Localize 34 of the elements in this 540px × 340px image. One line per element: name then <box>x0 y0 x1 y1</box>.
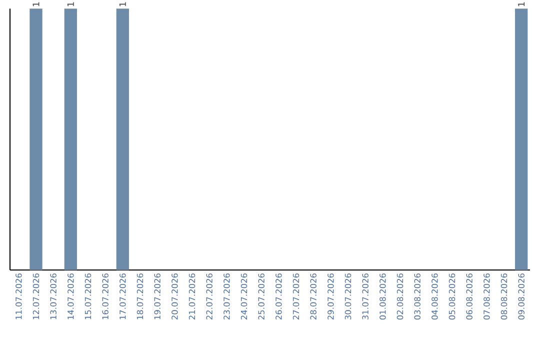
x-tick-label: 20.07.2026 <box>172 273 178 320</box>
x-tick-label: 27.07.2026 <box>292 273 300 320</box>
x-tick-label: 14.07.2026 <box>68 273 74 320</box>
x-tick-label: 26.07.2026 <box>276 273 282 320</box>
x-tick-label: 23.07.2026 <box>224 273 230 320</box>
x-tick-label: 09.08.2026 <box>518 273 524 320</box>
x-tick-label: 21.07.2026 <box>188 273 196 320</box>
x-tick-label: 11.07.2026 <box>16 273 22 320</box>
x-tick-label: 19.07.2026 <box>154 273 160 320</box>
x-tick-label: 25.07.2026 <box>258 273 264 320</box>
x-tick-label: 31.07.2026 <box>362 273 368 320</box>
x-tick-label: 04.08.2026 <box>432 273 438 320</box>
x-tick-label: 12.07.2026 <box>32 273 40 320</box>
x-tick-label: 01.08.2026 <box>380 273 386 320</box>
x-tick-label: 03.08.2026 <box>414 273 420 320</box>
x-tick-label: 30.07.2026 <box>344 273 352 320</box>
x-tick-label: 08.08.2026 <box>500 273 508 320</box>
x-tick-label: 18.07.2026 <box>136 273 144 320</box>
data-label: 1 <box>518 2 525 6</box>
x-tick-label: 15.07.2026 <box>84 273 92 320</box>
data-label: 1 <box>32 2 40 6</box>
x-tick-label: 17.07.2026 <box>120 273 126 320</box>
x-tick-label: 07.08.2026 <box>484 273 490 320</box>
x-tick-label: 05.08.2026 <box>448 273 456 320</box>
data-label: 1 <box>67 2 74 6</box>
data-label: 1 <box>119 2 126 6</box>
x-tick-label: 13.07.2026 <box>50 273 56 320</box>
x-tick-label: 06.08.2026 <box>466 273 472 320</box>
x-tick-label: 29.07.2026 <box>328 273 334 320</box>
x-tick-label: 28.07.2026 <box>310 273 316 320</box>
x-tick-label: 16.07.2026 <box>102 273 108 320</box>
x-tick-label: 24.07.2026 <box>240 273 248 320</box>
x-tick-label: 22.07.2026 <box>206 273 212 320</box>
x-tick-label: 02.08.2026 <box>396 273 404 320</box>
